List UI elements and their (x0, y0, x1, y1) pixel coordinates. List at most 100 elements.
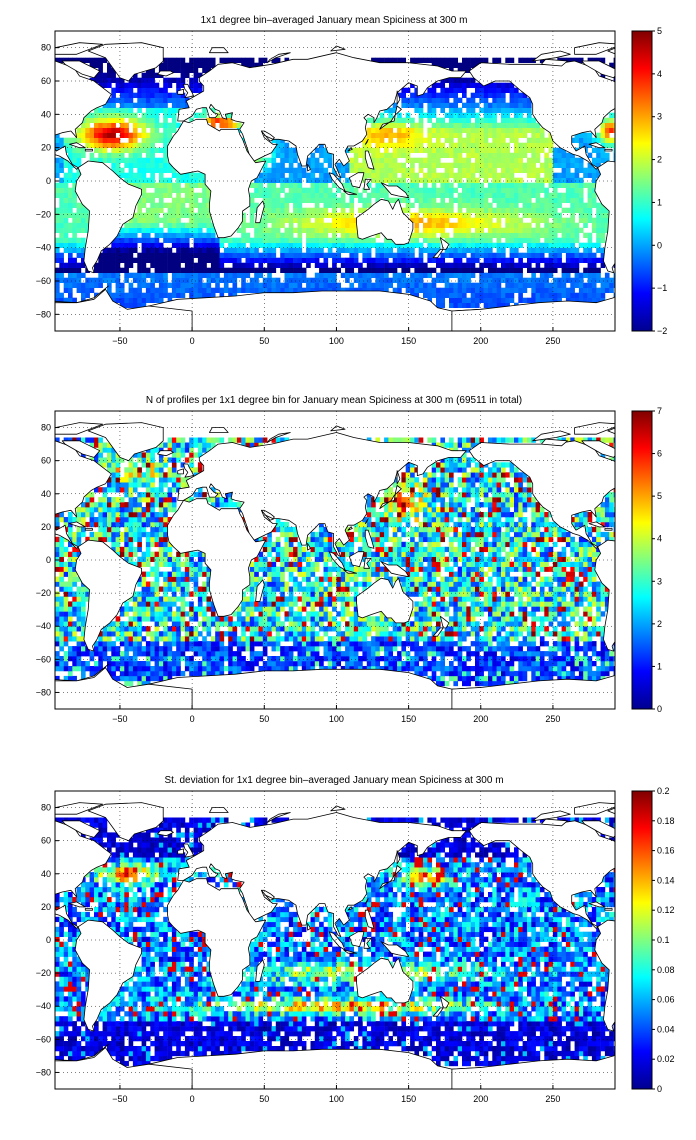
data-cell (544, 267, 549, 273)
data-cell (578, 292, 584, 298)
data-cell (55, 132, 60, 138)
data-cell (479, 227, 484, 233)
data-cell (119, 97, 125, 103)
data-cell (267, 626, 272, 632)
data-cell (262, 192, 268, 198)
data-cell (388, 157, 394, 163)
data-cell (462, 147, 467, 153)
data-cell (488, 656, 493, 662)
data-cell (167, 666, 173, 672)
data-cell (509, 217, 515, 223)
data-cell (271, 287, 277, 293)
data-cell (115, 117, 121, 123)
data-cell (215, 242, 220, 248)
data-cell (63, 162, 69, 168)
data-cell (176, 197, 181, 203)
data-cell (483, 212, 489, 218)
data-cell (271, 267, 277, 273)
data-cell (119, 227, 125, 233)
data-cell (180, 282, 186, 288)
data-cell (124, 252, 129, 258)
data-cell (280, 282, 285, 288)
data-cell (604, 212, 610, 218)
data-cell (141, 202, 147, 208)
data-cell (128, 282, 134, 288)
data-cell (492, 162, 497, 168)
data-cell (68, 656, 73, 662)
data-cell (375, 197, 381, 203)
data-cell (587, 267, 593, 273)
data-cell (236, 636, 242, 642)
data-cell (427, 142, 433, 148)
data-cell (193, 232, 199, 238)
data-cell (59, 192, 64, 198)
data-cell (492, 656, 497, 662)
data-cell (150, 277, 155, 283)
data-cell (410, 636, 415, 642)
data-cell (431, 277, 437, 283)
data-cell (587, 207, 593, 213)
data-cell (158, 182, 164, 188)
data-cell (552, 262, 558, 268)
data-cell (202, 57, 207, 63)
data-cell (565, 192, 571, 198)
data-cell (55, 192, 60, 198)
data-cell (405, 172, 411, 178)
data-cell (462, 162, 467, 168)
data-cell (440, 297, 446, 303)
data-cell (501, 666, 506, 672)
data-cell (587, 656, 593, 662)
data-cell (505, 132, 510, 138)
data-cell (228, 656, 233, 662)
data-cell (479, 297, 484, 303)
data-cell (202, 202, 207, 208)
data-cell (119, 292, 125, 298)
data-cell (362, 257, 368, 263)
data-cell (548, 232, 554, 238)
data-cell (570, 217, 575, 223)
data-cell (544, 192, 549, 198)
data-cell (193, 62, 199, 68)
data-cell (475, 661, 480, 667)
data-cell (171, 77, 177, 83)
data-cell (449, 197, 454, 203)
data-cell (527, 192, 532, 198)
data-cell (423, 237, 428, 243)
data-cell (228, 122, 233, 128)
data-cell (171, 62, 177, 68)
data-cell (150, 87, 155, 93)
data-cell (496, 287, 502, 293)
data-cell (293, 646, 298, 652)
data-cell (427, 297, 433, 303)
data-cell (210, 252, 216, 258)
data-cell (453, 197, 459, 203)
data-cell (210, 247, 216, 253)
data-cell (241, 656, 246, 662)
data-cell (81, 641, 86, 647)
data-cell (72, 182, 77, 188)
data-cell (596, 227, 601, 233)
data-cell (518, 227, 523, 233)
data-cell (145, 122, 151, 128)
data-cell (436, 142, 441, 148)
data-cell (449, 661, 454, 667)
data-cell (488, 82, 493, 88)
data-cell (171, 670, 177, 677)
data-cell (210, 257, 216, 263)
data-cell (613, 62, 615, 68)
data-cell (578, 272, 584, 278)
data-cell (55, 272, 60, 278)
data-cell (410, 127, 415, 133)
data-cell (271, 57, 277, 63)
data-cell (345, 227, 350, 233)
data-cell (176, 237, 181, 243)
data-cell (210, 232, 216, 238)
data-cell (457, 77, 463, 83)
data-cell (202, 112, 207, 118)
data-cell (418, 162, 424, 168)
data-cell (449, 287, 454, 293)
data-cell (522, 227, 528, 233)
land-hainan (347, 147, 353, 152)
data-cell (449, 297, 454, 303)
data-cell (176, 252, 181, 258)
